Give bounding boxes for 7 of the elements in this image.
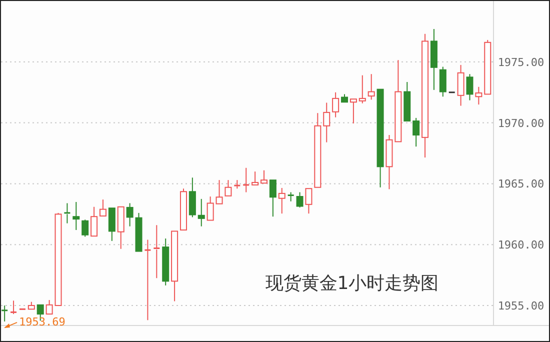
y-tick-label: 1960.00 [498,238,544,252]
y-tick-label: 1955.00 [498,300,544,313]
y-tick-label: 1970.00 [498,116,544,130]
y-tick-label: 1965.00 [498,178,544,191]
text: 现货黄金1小时走势图 [265,273,439,294]
y-tick-label: 1975.00 [498,56,544,69]
annotation: 1953.69 [19,315,66,328]
